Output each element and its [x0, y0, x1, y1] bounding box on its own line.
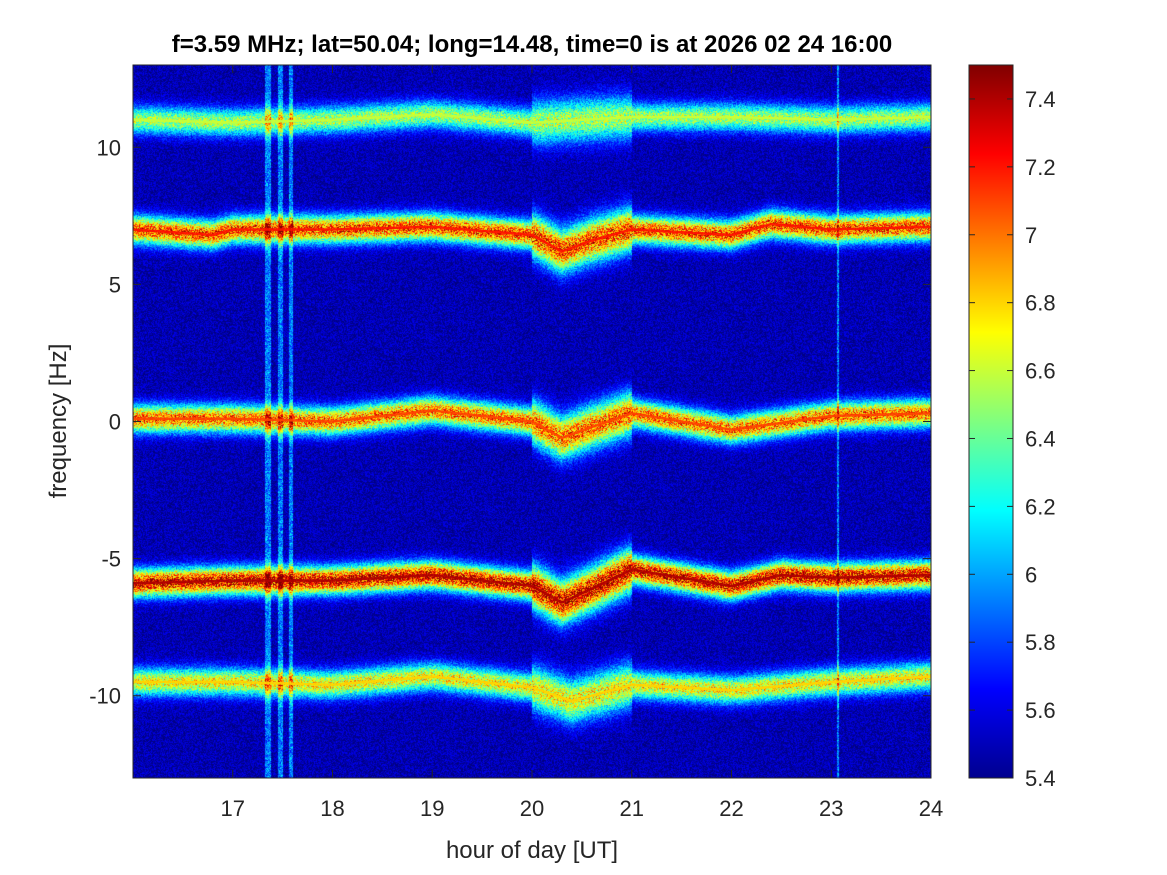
- x-tick-label: 22: [719, 796, 743, 821]
- colorbar-tick-label: 6.8: [1025, 291, 1056, 316]
- spectral-line-1: [133, 113, 931, 124]
- y-tick-label: 5: [109, 272, 121, 297]
- colorbar: 5.4 5.6 5.8 6 6.2 6.4 6.6 6.8 7 7.2 7.4: [968, 64, 1056, 791]
- colorbar-tick-label: 6.6: [1025, 359, 1056, 384]
- x-axis: 17 18 19 20 21 22 23 24: [221, 65, 943, 821]
- x-axis-label: hour of day [UT]: [446, 837, 618, 864]
- y-tick-label: 10: [97, 135, 121, 160]
- colorbar-tick-label: 5.8: [1025, 630, 1056, 655]
- chart-title: f=3.59 MHz; lat=50.04; long=14.48, time=…: [172, 31, 892, 58]
- colorbar-gradient: [968, 64, 1014, 779]
- y-tick-label: -5: [101, 547, 121, 572]
- spectral-line-3: [133, 409, 931, 440]
- spectral-line-5: [133, 675, 931, 703]
- x-tick-label: 23: [819, 796, 843, 821]
- spectral-line-4: [133, 568, 931, 604]
- colorbar-tick-label: 5.4: [1025, 766, 1056, 791]
- plot-area: [132, 64, 932, 779]
- y-tick-label: -10: [89, 684, 121, 709]
- x-tick-label: 18: [320, 796, 344, 821]
- x-tick-label: 21: [620, 796, 644, 821]
- spectral-line-2: [133, 222, 931, 253]
- x-tick-label: 17: [221, 796, 245, 821]
- y-axis: -10 -5 0 5 10: [89, 135, 931, 709]
- colorbar-tick-label: 7.2: [1025, 155, 1056, 180]
- colorbar-tick-label: 6.2: [1025, 494, 1056, 519]
- colorbar-ticks: 5.4 5.6 5.8 6 6.2 6.4 6.6 6.8 7 7.2 7.4: [969, 87, 1056, 791]
- y-axis-label: frequency [Hz]: [45, 344, 72, 499]
- x-tick-label: 24: [919, 796, 943, 821]
- x-tick-label: 19: [420, 796, 444, 821]
- colorbar-tick-label: 6.4: [1025, 426, 1056, 451]
- x-tick-label: 20: [520, 796, 544, 821]
- colorbar-tick-label: 5.6: [1025, 698, 1056, 723]
- colorbar-tick-label: 7.4: [1025, 87, 1056, 112]
- spectral-lines: [133, 113, 931, 703]
- colorbar-tick-label: 7: [1025, 223, 1037, 248]
- colorbar-tick-label: 6: [1025, 562, 1037, 587]
- y-tick-label: 0: [109, 410, 121, 435]
